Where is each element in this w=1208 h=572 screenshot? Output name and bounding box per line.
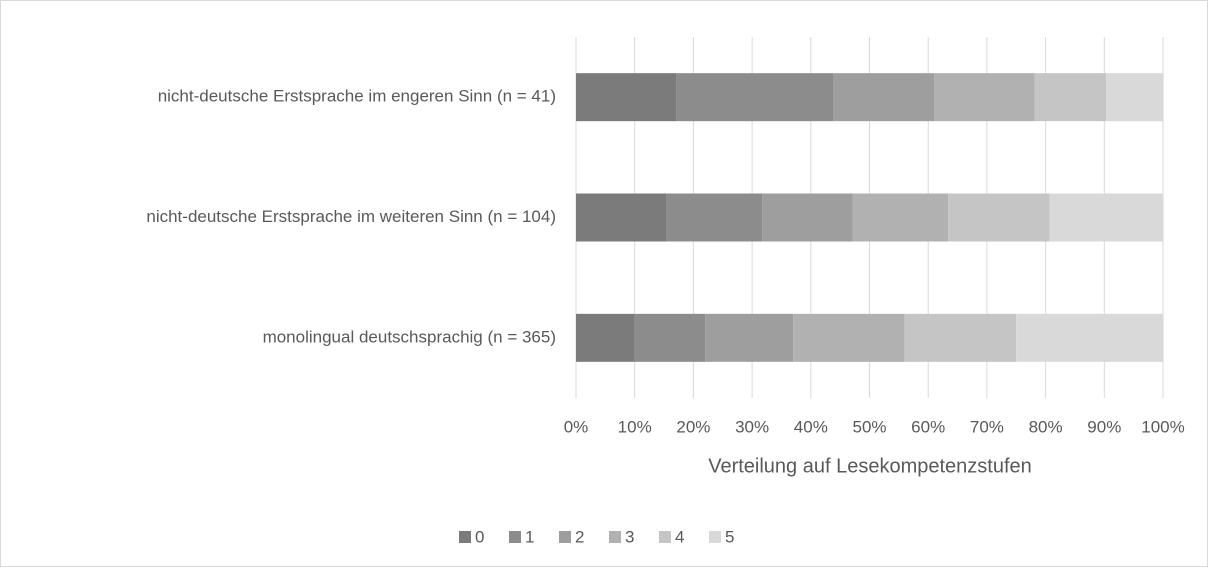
- y-tick-label: nicht-deutsche Erstsprache im engeren Si…: [158, 87, 556, 106]
- legend-swatch: [559, 531, 571, 543]
- bar-segment: [934, 73, 1035, 122]
- legend-swatch: [659, 531, 671, 543]
- bar-segment: [833, 73, 935, 122]
- x-axis-label: Verteilung auf Lesekompetenzstufen: [708, 455, 1032, 477]
- bar-segment: [705, 313, 794, 362]
- bar-segment: [852, 193, 949, 242]
- x-tick-label: 0%: [564, 417, 589, 436]
- bar-segment: [1106, 73, 1164, 122]
- bar-segment: [1049, 193, 1163, 242]
- bar-segment: [793, 313, 905, 362]
- bar-segment: [762, 193, 853, 242]
- bar-segment: [948, 193, 1050, 242]
- legend-label: 4: [675, 527, 684, 546]
- x-tick-label: 90%: [1087, 417, 1121, 436]
- legend-swatch: [509, 531, 521, 543]
- x-tick-label: 80%: [1029, 417, 1063, 436]
- x-tick-label: 10%: [618, 417, 652, 436]
- x-tick-label: 100%: [1141, 417, 1184, 436]
- y-tick-label: monolingual deutschsprachig (n = 365): [263, 327, 556, 346]
- legend-label: 0: [475, 527, 484, 546]
- legend-swatch: [709, 531, 721, 543]
- bar-segment: [666, 193, 763, 242]
- bar-segment: [676, 73, 834, 122]
- x-tick-label: 60%: [911, 417, 945, 436]
- legend-label: 5: [725, 527, 734, 546]
- x-tick-label: 70%: [970, 417, 1004, 436]
- bar-segment: [576, 193, 667, 242]
- x-tick-label: 20%: [676, 417, 710, 436]
- legend-swatch: [609, 531, 621, 543]
- legend-swatch: [459, 531, 471, 543]
- legend-label: 3: [625, 527, 634, 546]
- y-tick-label: nicht-deutsche Erstsprache im weiteren S…: [146, 207, 556, 226]
- bar-segment: [904, 313, 1017, 362]
- x-tick-label: 40%: [794, 417, 828, 436]
- x-tick-label: 50%: [852, 417, 886, 436]
- legend-label: 2: [575, 527, 584, 546]
- bar-segment: [1034, 73, 1107, 122]
- x-tick-label: 30%: [735, 417, 769, 436]
- bar-segment: [634, 313, 706, 362]
- bar-segment: [576, 313, 635, 362]
- bar-segment: [1016, 313, 1163, 362]
- bar-segment: [576, 73, 677, 122]
- legend-label: 1: [525, 527, 534, 546]
